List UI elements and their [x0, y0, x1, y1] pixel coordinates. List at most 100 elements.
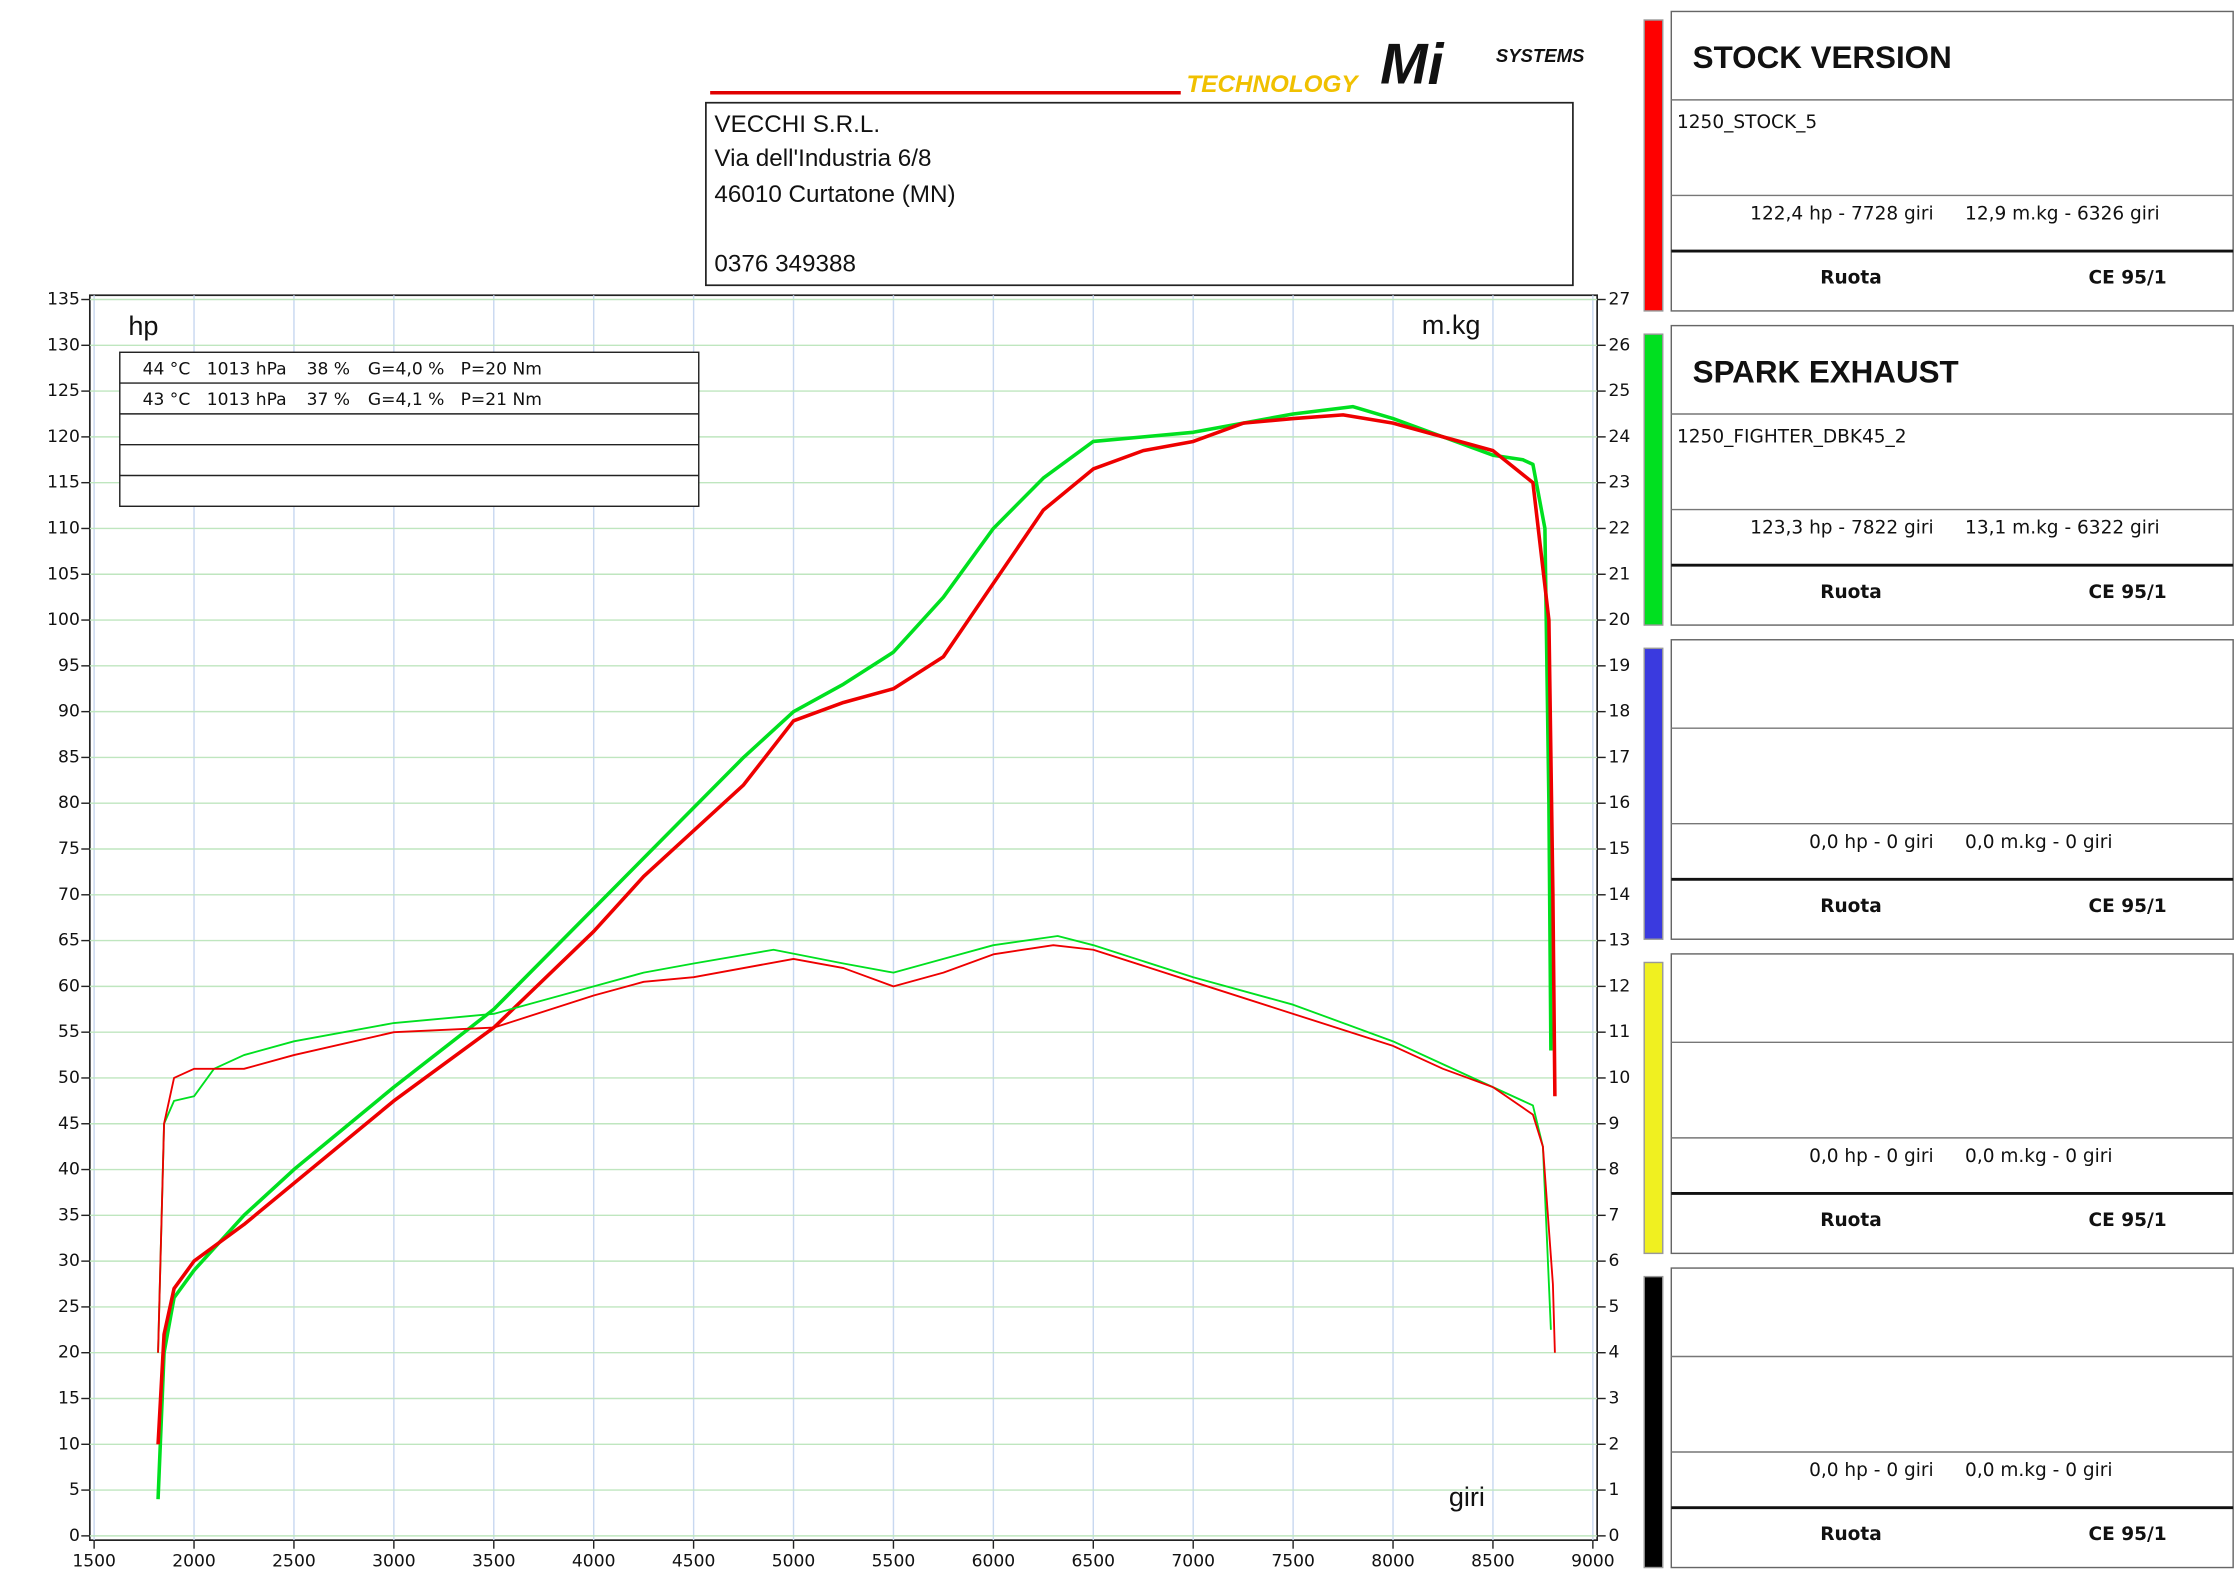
run-color-bar [1643, 647, 1664, 940]
y2-tick-label: 19 [1609, 656, 1631, 676]
y-tick-label: 45 [58, 1114, 80, 1134]
run-torque: 0,0 m.kg - 0 giri [1965, 832, 2113, 853]
run-power: 0,0 hp - 0 giri [1809, 1146, 1934, 1167]
y2-tick-label: 23 [1609, 473, 1631, 493]
condition-cell: 44 °C [143, 359, 191, 379]
run-power: 122,4 hp - 7728 giri [1750, 203, 1934, 224]
y-tick-label: 135 [47, 290, 80, 310]
condition-cell: P=20 Nm [461, 359, 542, 379]
condition-cell: 1013 hPa [207, 359, 287, 379]
condition-cell: 37 % [307, 390, 350, 410]
run-norm: CE 95/1 [2089, 582, 2167, 603]
x-tick-label: 1500 [72, 1552, 116, 1572]
condition-cell: 38 % [307, 359, 350, 379]
y2-axis-label: m.kg [1422, 309, 1481, 340]
x-tick-label: 3000 [372, 1552, 416, 1572]
condition-cell: G=4,0 % [368, 359, 444, 379]
y-tick-label: 120 [47, 427, 80, 447]
y-tick-label: 40 [58, 1160, 80, 1180]
x-tick-label: 3500 [472, 1552, 516, 1572]
power-line [156, 413, 1557, 1445]
y-tick-label: 0 [69, 1526, 80, 1546]
run-title: STOCK VERSION [1693, 40, 1952, 75]
run-norm: CE 95/1 [2089, 1210, 2167, 1231]
y-tick-label: 20 [58, 1343, 80, 1363]
x-tick-label: 7500 [1271, 1552, 1315, 1572]
y2-tick-label: 1 [1609, 1480, 1620, 1500]
power-line [156, 404, 1553, 1500]
run-panel [1670, 324, 2234, 626]
x-tick-label: 5000 [772, 1552, 816, 1572]
y2-tick-label: 26 [1609, 335, 1631, 355]
y-tick-label: 85 [58, 747, 80, 767]
y-tick-label: 70 [58, 885, 80, 905]
run-wheel: Ruota [1820, 1524, 1882, 1545]
address-line: 46010 Curtatone (MN) [714, 181, 955, 208]
y-tick-label: 25 [58, 1297, 80, 1317]
run-panel [1670, 10, 2234, 312]
y-tick-label: 10 [58, 1434, 80, 1454]
y2-tick-label: 22 [1609, 518, 1631, 538]
run-torque: 12,9 m.kg - 6326 giri [1965, 203, 2160, 224]
logo-right: SYSTEMS [1496, 45, 1585, 66]
run-power: 0,0 hp - 0 giri [1809, 1460, 1934, 1481]
conditions-table [119, 351, 700, 507]
condition-cell: P=21 Nm [461, 390, 542, 410]
x-tick-label: 4000 [572, 1552, 616, 1572]
y2-tick-label: 14 [1609, 885, 1631, 905]
logo-left: TECHNOLOGY [1187, 71, 1360, 98]
condition-cell: 43 °C [143, 390, 191, 410]
run-wheel: Ruota [1820, 268, 1882, 289]
run-panel [1670, 639, 2234, 940]
y-tick-label: 90 [58, 702, 80, 722]
address-line: Via dell'Industria 6/8 [714, 145, 931, 172]
run-wheel: Ruota [1820, 896, 1882, 917]
y2-tick-label: 9 [1609, 1114, 1620, 1134]
y-tick-label: 15 [58, 1389, 80, 1409]
run-color-bar [1643, 961, 1664, 1255]
y-tick-label: 130 [47, 335, 80, 355]
run-norm: CE 95/1 [2089, 896, 2167, 917]
address-line: VECCHI S.R.L. [714, 111, 880, 138]
torque-line [157, 935, 1552, 1353]
y2-tick-label: 5 [1609, 1297, 1620, 1317]
y2-tick-label: 4 [1609, 1343, 1620, 1363]
y-tick-label: 110 [47, 518, 80, 538]
run-color-bar [1643, 1275, 1664, 1569]
y-tick-label: 75 [58, 839, 80, 859]
y-tick-label: 60 [58, 976, 80, 996]
y-tick-label: 80 [58, 793, 80, 813]
y2-tick-label: 2 [1609, 1434, 1620, 1454]
torque-line [157, 944, 1556, 1353]
y-tick-label: 55 [58, 1022, 80, 1042]
y2-tick-label: 21 [1609, 564, 1631, 584]
run-title: SPARK EXHAUST [1693, 354, 1959, 389]
run-power: 0,0 hp - 0 giri [1809, 832, 1934, 853]
y2-tick-label: 17 [1609, 747, 1631, 767]
run-color-bar [1643, 333, 1664, 626]
y2-tick-label: 24 [1609, 427, 1631, 447]
run-color-bar [1643, 19, 1664, 312]
y2-tick-label: 0 [1609, 1526, 1620, 1546]
condition-cell: 1013 hPa [207, 390, 287, 410]
run-file: 1250_STOCK_5 [1677, 112, 1817, 133]
run-torque: 0,0 m.kg - 0 giri [1965, 1460, 2113, 1481]
y2-tick-label: 8 [1609, 1160, 1620, 1180]
x-tick-label: 2500 [272, 1552, 316, 1572]
run-wheel: Ruota [1820, 582, 1882, 603]
y2-tick-label: 13 [1609, 931, 1631, 951]
y-tick-label: 115 [47, 473, 80, 493]
y-tick-label: 100 [47, 610, 80, 630]
y-tick-label: 125 [47, 381, 80, 401]
y2-tick-label: 7 [1609, 1205, 1620, 1225]
run-norm: CE 95/1 [2089, 268, 2167, 289]
x-tick-label: 6500 [1072, 1552, 1116, 1572]
x-tick-label: 8500 [1471, 1552, 1515, 1572]
y-tick-label: 50 [58, 1068, 80, 1088]
phone: 0376 349388 [714, 251, 856, 278]
y2-tick-label: 18 [1609, 702, 1631, 722]
y2-tick-label: 27 [1609, 290, 1631, 310]
run-wheel: Ruota [1820, 1210, 1882, 1231]
